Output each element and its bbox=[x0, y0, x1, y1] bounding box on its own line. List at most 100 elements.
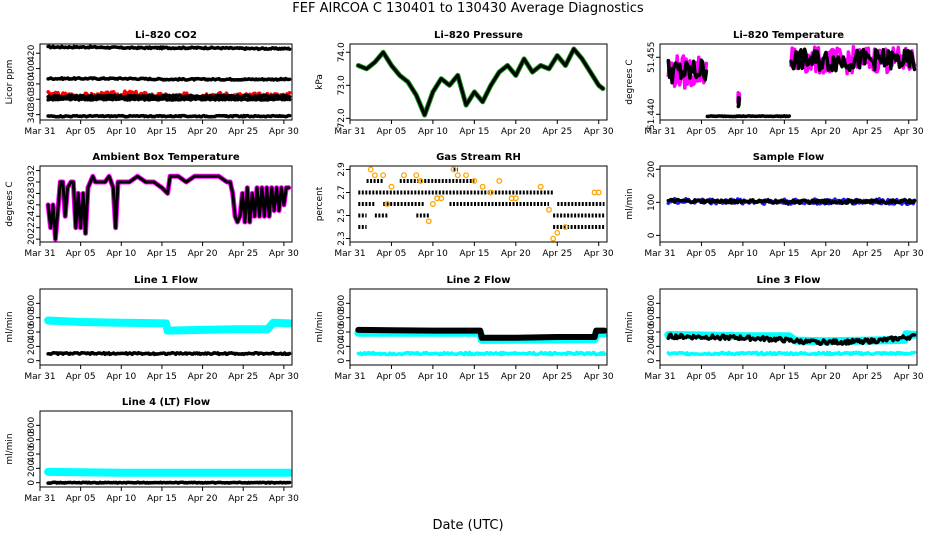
x-tick-label-line1-3: Apr 15 bbox=[147, 372, 177, 382]
y-tick-label-line1-0: 0 bbox=[27, 358, 37, 364]
x-tick-label-rh-1: Apr 05 bbox=[377, 249, 407, 259]
plot-frame-line4 bbox=[39, 410, 293, 488]
y-tick-label-line4-1: 200 bbox=[27, 460, 37, 477]
x-tick-label-rh-2: Apr 10 bbox=[418, 249, 448, 259]
x-tick-label-licor_temp-0: Mar 31 bbox=[644, 127, 675, 137]
x-tick-label-rh-3: Apr 15 bbox=[459, 249, 489, 259]
x-tick-label-box_temp-4: Apr 20 bbox=[188, 249, 218, 259]
y-tick-label-sample_flow-0: 0 bbox=[647, 232, 657, 238]
x-tick-label-pressure-5: Apr 25 bbox=[542, 127, 572, 137]
x-tick-label-box_temp-3: Apr 15 bbox=[147, 249, 177, 259]
y-axis-label-licor_temp: degrees C bbox=[625, 59, 635, 104]
series-rh-6-point-13 bbox=[479, 183, 486, 190]
y-tick-label-box_temp-1: 22 bbox=[27, 222, 37, 233]
y-tick-label-line1-1: 200 bbox=[27, 338, 37, 355]
x-tick-label-pressure-2: Apr 10 bbox=[418, 127, 448, 137]
x-tick-label-sample_flow-6: Apr 30 bbox=[894, 249, 924, 259]
series-co2-4 bbox=[46, 96, 292, 102]
panel-title-rh: Gas Stream RH bbox=[436, 152, 521, 163]
x-tick-label-co2-1: Apr 05 bbox=[66, 127, 96, 137]
x-tick-label-line3-1: Apr 05 bbox=[687, 372, 717, 382]
y-axis-label-line1: ml/min bbox=[5, 311, 15, 342]
series-rh-6-point-3 bbox=[388, 183, 395, 190]
y-tick-label-pressure-1: 73.0 bbox=[337, 75, 347, 95]
series-rh-6 bbox=[367, 166, 602, 242]
y-tick-label-co2-1: 360 bbox=[27, 90, 37, 107]
y-axis-label-sample_flow: ml/min bbox=[625, 188, 635, 219]
series-rh-6-point-0 bbox=[367, 166, 374, 173]
x-tick-label-line2-2: Apr 10 bbox=[418, 372, 448, 382]
series-rh-6-point-26 bbox=[508, 195, 515, 202]
panel-title-licor_temp: Li–820 Temperature bbox=[733, 30, 844, 41]
y-tick-label-box_temp-6: 32 bbox=[27, 165, 37, 176]
y-tick-label-line4-3: 600 bbox=[27, 431, 37, 448]
y-axis-label-line4: ml/min bbox=[5, 433, 15, 464]
x-tick-label-licor_temp-2: Apr 10 bbox=[728, 127, 758, 137]
x-tick-label-line1-5: Apr 25 bbox=[228, 372, 258, 382]
y-tick-label-line4-0: 0 bbox=[27, 480, 37, 486]
plot-area-co2 bbox=[46, 44, 292, 119]
x-tick-label-line3-4: Apr 20 bbox=[811, 372, 841, 382]
series-rh-6-point-23 bbox=[384, 201, 391, 207]
y-tick-label-rh-1: 2.5 bbox=[337, 208, 347, 222]
y-tick-label-line2-3: 600 bbox=[337, 309, 347, 326]
x-tick-label-box_temp-5: Apr 25 bbox=[228, 249, 258, 259]
x-tick-label-pressure-6: Apr 30 bbox=[584, 127, 614, 137]
plot-frame-co2 bbox=[39, 43, 293, 121]
plot-area-rh bbox=[358, 166, 605, 242]
panel-title-sample_flow: Sample Flow bbox=[753, 152, 825, 163]
x-tick-label-co2-3: Apr 15 bbox=[147, 127, 177, 137]
x-tick-label-rh-5: Apr 25 bbox=[542, 249, 572, 259]
series-licor_temp-6 bbox=[789, 47, 917, 73]
x-tick-label-box_temp-1: Apr 05 bbox=[66, 249, 96, 259]
x-tick-label-sample_flow-1: Apr 05 bbox=[687, 249, 717, 259]
series-rh-6-point-11 bbox=[463, 172, 470, 179]
x-tick-label-sample_flow-3: Apr 15 bbox=[769, 249, 799, 259]
x-tick-label-sample_flow-2: Apr 10 bbox=[728, 249, 758, 259]
series-rh-6-point-6 bbox=[417, 178, 424, 184]
y-tick-label-rh-3: 2.9 bbox=[337, 162, 347, 177]
series-rh-6-point-22 bbox=[595, 189, 602, 196]
plot-frame-rh bbox=[349, 165, 608, 243]
x-tick-label-licor_temp-1: Apr 05 bbox=[687, 127, 717, 137]
plot-area-line4 bbox=[44, 467, 292, 485]
x-tick-label-line2-1: Apr 05 bbox=[377, 372, 407, 382]
y-axis-label-box_temp: degrees C bbox=[5, 181, 15, 226]
y-tick-label-co2-2: 380 bbox=[27, 75, 37, 92]
series-pressure-1 bbox=[356, 47, 605, 117]
x-tick-label-line4-4: Apr 20 bbox=[188, 494, 218, 504]
x-tick-label-line2-4: Apr 20 bbox=[501, 372, 531, 382]
figure-title: FEF AIRCOA C 130401 to 130430 Average Di… bbox=[292, 1, 644, 16]
x-tick-label-line2-6: Apr 30 bbox=[584, 372, 614, 382]
series-rh-6-point-20 bbox=[562, 224, 569, 230]
plot-frame-line3 bbox=[659, 288, 918, 366]
series-line4-0 bbox=[44, 467, 292, 477]
plot-area-pressure bbox=[355, 46, 606, 118]
y-tick-label-line2-2: 400 bbox=[337, 323, 347, 340]
series-rh-6-point-24 bbox=[425, 218, 432, 225]
y-tick-label-co2-4: 420 bbox=[27, 44, 37, 61]
x-axis-title: Date (UTC) bbox=[432, 518, 504, 533]
x-tick-label-line2-5: Apr 25 bbox=[542, 372, 572, 382]
y-axis-label-line3: ml/min bbox=[625, 311, 635, 342]
series-rh-6-point-14 bbox=[487, 189, 494, 196]
panel-line4: Line 4 (LT) Flow Mar 31 Apr 05 Apr 10 Apr 15… bbox=[5, 397, 299, 504]
panel-title-co2: Li–820 CO2 bbox=[135, 30, 197, 41]
y-tick-label-line2-0: 0 bbox=[337, 358, 347, 364]
x-tick-label-line4-5: Apr 25 bbox=[228, 494, 258, 504]
plot-frame-line1 bbox=[39, 288, 293, 366]
x-tick-label-box_temp-6: Apr 30 bbox=[269, 249, 299, 259]
series-line2-2 bbox=[355, 326, 607, 341]
series-co2-3 bbox=[46, 93, 292, 99]
plot-frame-box_temp bbox=[39, 165, 293, 243]
series-rh-6-point-1 bbox=[371, 172, 378, 179]
y-tick-label-line1-4: 800 bbox=[27, 294, 37, 311]
y-tick-label-box_temp-4: 28 bbox=[27, 187, 37, 199]
y-tick-label-line4-4: 800 bbox=[27, 416, 37, 433]
series-line2-0 bbox=[356, 350, 607, 357]
x-tick-label-licor_temp-5: Apr 25 bbox=[852, 127, 882, 137]
series-licor_temp-0 bbox=[666, 54, 709, 90]
series-rh-6-point-15 bbox=[496, 178, 503, 184]
y-tick-label-licor_temp-0: 51.440 bbox=[647, 98, 657, 130]
series-rh-6-point-4 bbox=[400, 172, 407, 179]
